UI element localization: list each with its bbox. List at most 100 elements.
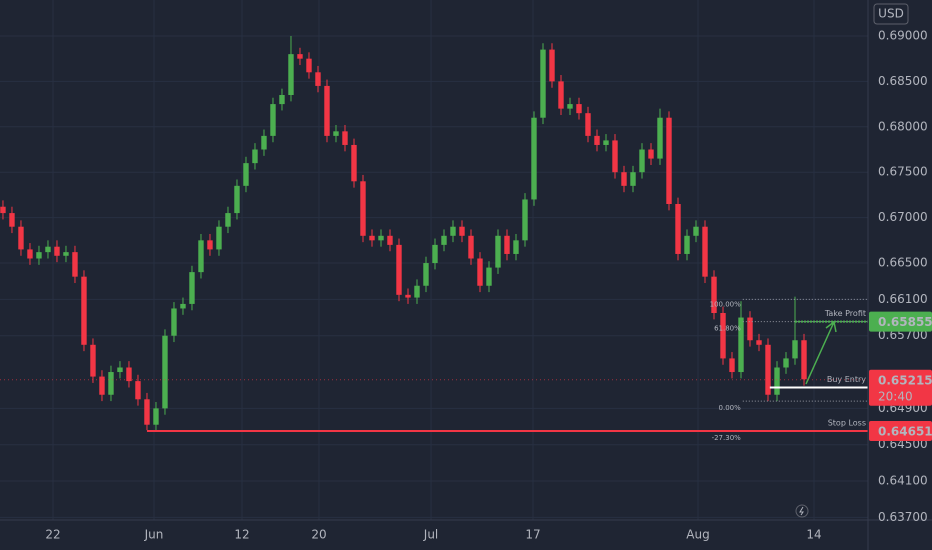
candle-body <box>702 226 708 277</box>
candle-body <box>648 149 654 159</box>
candle-body <box>180 303 186 309</box>
candle-body <box>477 258 483 286</box>
candle-body <box>0 206 6 214</box>
candle-body <box>90 344 96 377</box>
candle-body <box>531 117 537 200</box>
candle-body <box>99 376 105 395</box>
candle-body <box>126 367 132 382</box>
candle-body <box>459 226 465 236</box>
candle-body <box>522 199 528 241</box>
candle-body <box>315 72 321 86</box>
candle-body <box>225 213 231 227</box>
candle-body <box>198 240 204 273</box>
candle-body <box>567 104 573 109</box>
candle-body <box>243 163 249 186</box>
candle-body <box>783 358 789 368</box>
fib-label: 100.00% <box>710 300 741 308</box>
candle-body <box>306 58 312 73</box>
candle-body <box>333 131 339 136</box>
candle-body <box>153 408 159 425</box>
x-tick-label: Jun <box>144 528 164 542</box>
candle-body <box>729 358 735 373</box>
candle-body <box>216 226 222 250</box>
candle-body <box>720 312 726 359</box>
currency-box <box>873 3 909 25</box>
x-tick-label: 20 <box>311 528 326 542</box>
candle-body <box>585 113 591 136</box>
candle-body <box>486 267 492 286</box>
candle-body <box>540 49 546 118</box>
candle-body <box>576 104 582 114</box>
candle-body <box>162 335 168 409</box>
candle-body <box>351 144 357 182</box>
candle-body <box>621 172 627 186</box>
y-tick-label: 0.68000 <box>878 119 928 133</box>
price-label: 0.64651 <box>878 424 932 438</box>
candle-body <box>378 235 384 241</box>
candle-body <box>468 235 474 259</box>
candle-body <box>747 317 753 341</box>
candle-body <box>63 252 69 256</box>
candle-body <box>756 340 762 345</box>
currency: USD <box>878 7 904 21</box>
fib-label: 0.00% <box>719 404 742 412</box>
candle-body <box>630 172 636 186</box>
replay-icon[interactable] <box>795 504 809 518</box>
candle-body <box>513 240 519 254</box>
price-label: 0.65215 <box>878 373 932 387</box>
candle-body <box>360 181 366 236</box>
candle-body <box>549 49 555 82</box>
price-label: 0.65855 <box>878 315 932 329</box>
candle-body <box>405 294 411 298</box>
candle-body <box>387 235 393 245</box>
candle-body <box>612 140 618 173</box>
candle-body <box>396 244 402 295</box>
trade-level-label: Take Profit <box>824 309 866 318</box>
candle-body <box>693 226 699 236</box>
x-tick-label: 22 <box>45 528 60 542</box>
x-tick-label: Aug <box>686 528 709 542</box>
y-tick-label: 0.67500 <box>878 165 928 179</box>
candle-body <box>450 226 456 236</box>
price-label-box <box>869 420 932 441</box>
x-tick-label: Jul <box>423 528 438 542</box>
candle-body <box>666 117 672 205</box>
candle-body <box>639 149 645 173</box>
y-tick-label: 0.69000 <box>878 28 928 42</box>
candle-body <box>288 54 294 96</box>
replay-icon-bolt <box>799 506 804 516</box>
candle-body <box>432 244 438 264</box>
candle-body <box>72 252 78 277</box>
candle-body <box>171 308 177 336</box>
candle-body <box>684 235 690 254</box>
fib-label: 61.80% <box>714 325 741 333</box>
y-tick-label: 0.65700 <box>878 328 928 342</box>
axis: 0.69000 0.68500 0.68000 0.67500 0.67000 0.665… <box>45 28 932 542</box>
candle-body <box>657 117 663 159</box>
candle-body <box>261 135 267 150</box>
candle-body <box>207 240 213 250</box>
candle-body <box>36 252 42 259</box>
candle-body <box>144 399 150 425</box>
candle-body <box>117 367 123 373</box>
candle-body <box>441 235 447 245</box>
candle-body <box>738 317 744 373</box>
candle-body <box>18 226 24 250</box>
candle-body <box>189 272 195 304</box>
y-tick-label: 0.66100 <box>878 292 928 306</box>
candle-body <box>558 81 564 109</box>
candle-body <box>414 285 420 298</box>
candle-body <box>504 235 510 254</box>
candle-body <box>711 276 717 313</box>
candle-body <box>54 246 60 256</box>
y-tick-label: 0.68500 <box>878 74 928 88</box>
y-tick-label: 0.67000 <box>878 210 928 224</box>
candle-body <box>675 204 681 254</box>
candle-body <box>765 344 771 395</box>
candle-body <box>9 213 15 227</box>
trade-level-label: Buy Entry <box>827 375 866 384</box>
candle-body <box>135 381 141 400</box>
